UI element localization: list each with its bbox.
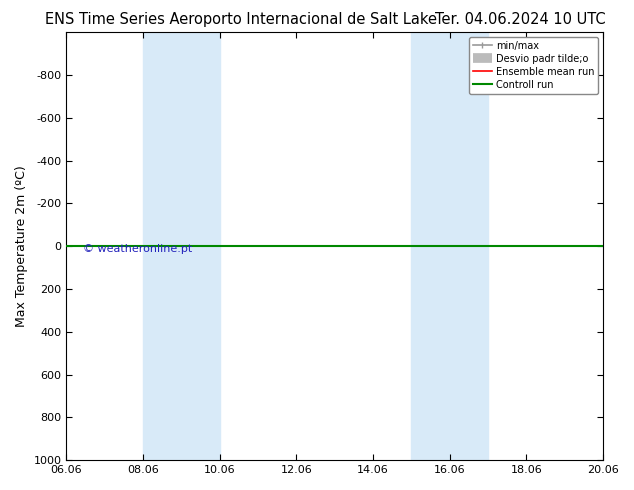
Legend: min/max, Desvio padr tilde;o, Ensemble mean run, Controll run: min/max, Desvio padr tilde;o, Ensemble m…: [469, 37, 598, 94]
Y-axis label: Max Temperature 2m (ºC): Max Temperature 2m (ºC): [15, 165, 28, 327]
Text: ENS Time Series Aeroporto Internacional de Salt Lake: ENS Time Series Aeroporto Internacional …: [45, 12, 437, 27]
Text: Ter. 04.06.2024 10 UTC: Ter. 04.06.2024 10 UTC: [434, 12, 605, 27]
Text: © weatheronline.pt: © weatheronline.pt: [82, 244, 191, 254]
Bar: [411, 32, 488, 460]
Bar: [143, 32, 220, 460]
